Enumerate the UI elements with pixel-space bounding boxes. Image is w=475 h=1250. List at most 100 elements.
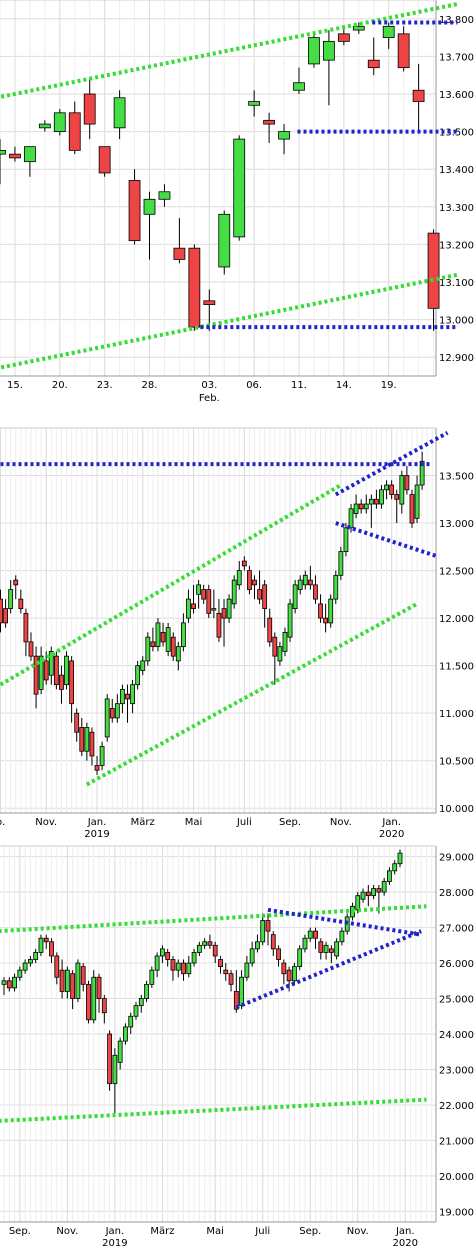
candle-body [6, 980, 12, 989]
y-tick-label: 28.000 [439, 888, 474, 899]
x-tick-label: 11. [291, 380, 307, 391]
candle-body [255, 941, 260, 950]
candle-body [130, 684, 135, 705]
candle-body [191, 952, 197, 964]
candle [323, 603, 329, 633]
candle-body [236, 570, 242, 586]
candle-body [89, 731, 95, 757]
candle-body [352, 25, 365, 31]
candle [389, 480, 395, 500]
x-tick-label: Nov. [35, 817, 57, 828]
candle-body [368, 498, 374, 505]
x-tick-sublabel: 2020 [379, 829, 404, 840]
candle [277, 641, 283, 666]
candle-body [355, 895, 361, 911]
candle-body [223, 969, 229, 975]
x-tick-label: Jan. [395, 1226, 415, 1237]
candle [173, 218, 186, 264]
x-tick-label: Jan. [105, 1226, 125, 1237]
candle-body [367, 59, 380, 69]
candle-body [9, 153, 21, 159]
candle-body [247, 570, 252, 591]
candle [91, 970, 97, 1024]
y-tick-label: 13.500 [439, 472, 474, 483]
candle-body [262, 584, 268, 610]
candle-body [150, 641, 156, 648]
candle-body [69, 660, 75, 705]
candle [352, 22, 365, 34]
candle [86, 980, 91, 1024]
candle [244, 955, 250, 981]
candle [18, 589, 24, 614]
candle [138, 994, 144, 1013]
candle-body [175, 646, 181, 662]
candle [117, 1037, 123, 1070]
candle [212, 941, 218, 964]
candle [158, 184, 171, 207]
candle [302, 934, 308, 953]
candle [54, 952, 60, 985]
candle [239, 970, 245, 1010]
candle [236, 561, 242, 590]
candle-body [226, 598, 232, 619]
candle-body [248, 101, 261, 106]
candle [165, 622, 171, 657]
candle [112, 1048, 118, 1116]
candle-body [140, 660, 146, 671]
candle [188, 244, 201, 331]
candle [365, 885, 371, 907]
candle [281, 959, 287, 985]
candle [0, 139, 6, 185]
candle-body [196, 584, 202, 595]
candle-body [379, 489, 384, 505]
candle-body [241, 560, 247, 567]
candle-body [79, 727, 85, 752]
candle [206, 584, 212, 619]
candle-body [384, 484, 389, 491]
candle-body [27, 959, 33, 964]
candle [307, 565, 313, 590]
candle-body [297, 579, 303, 591]
x-tick-label: Nov. [330, 817, 352, 828]
candle [155, 618, 161, 652]
candle [202, 938, 208, 949]
candle-body [292, 584, 298, 610]
candle-body [218, 959, 223, 968]
candle [270, 931, 276, 956]
candle [191, 584, 196, 614]
candle [307, 927, 313, 942]
x-tick-label: März [131, 817, 155, 828]
candle [22, 959, 28, 974]
y-tick-label: 13.400 [439, 165, 474, 176]
y-tick-label: 19.000 [439, 1207, 474, 1218]
candle [207, 934, 213, 949]
candle [79, 717, 85, 756]
candle-body [188, 247, 201, 328]
candle [180, 613, 186, 652]
candle-body [392, 863, 398, 872]
y-tick-label: 26.000 [439, 959, 474, 970]
candle [160, 622, 166, 647]
candle-body [365, 891, 371, 897]
candle [297, 945, 303, 971]
candle [38, 120, 51, 132]
candle-body [120, 689, 125, 705]
candle [70, 970, 76, 1010]
candle [363, 494, 369, 514]
candle [75, 959, 81, 1003]
candle-body [48, 650, 54, 676]
y-tick-label: 11.000 [439, 709, 474, 720]
candle-body [8, 589, 14, 610]
candle [397, 26, 410, 72]
candle-body [221, 608, 227, 619]
y-tick-label: 13.600 [439, 90, 474, 101]
candle [6, 977, 12, 992]
candle [226, 594, 232, 623]
y-tick-label: 21.000 [439, 1136, 474, 1147]
candle-body [181, 962, 186, 975]
candle-body [99, 746, 105, 766]
candle [404, 466, 410, 495]
candle [394, 489, 400, 524]
candle [272, 632, 278, 685]
candle [381, 877, 387, 896]
